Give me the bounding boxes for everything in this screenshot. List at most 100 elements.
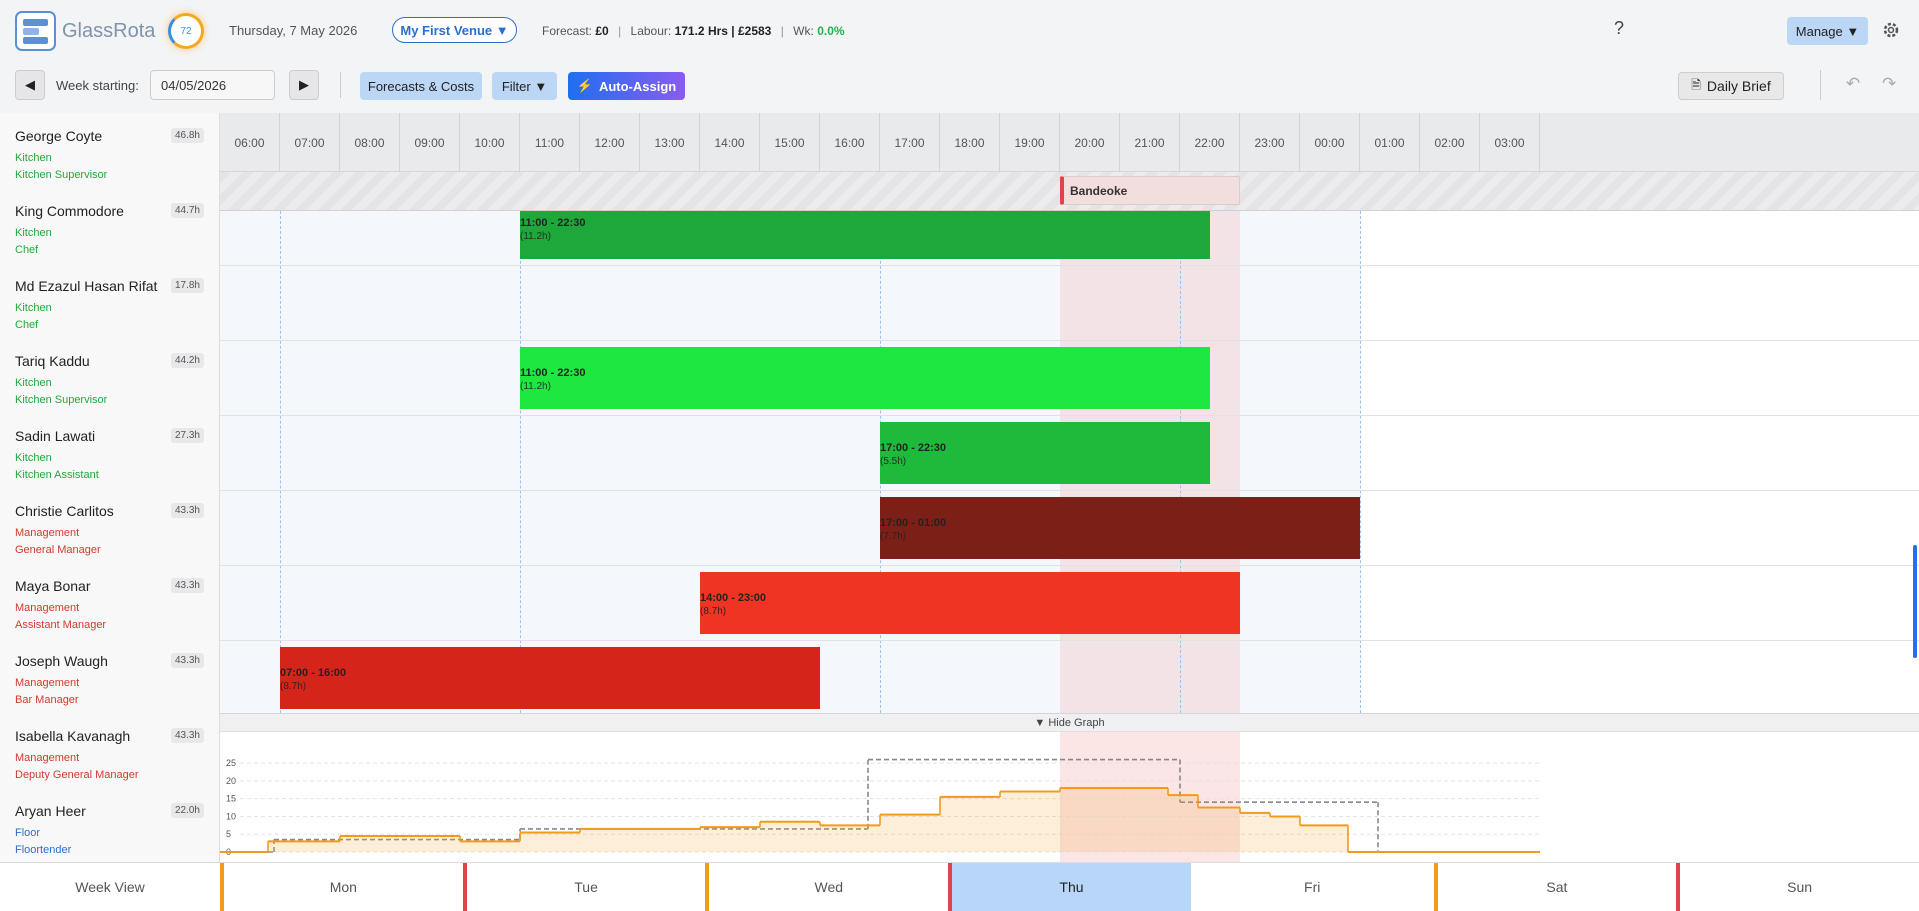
area-step <box>1060 788 1168 852</box>
hour-label: 08:00 <box>340 113 400 172</box>
staffing-graph: 0510152025 <box>220 732 1540 862</box>
employee-department: Floor <box>15 827 41 839</box>
shift-time: 11:00 - 22:30 <box>520 217 586 229</box>
redo[interactable]: ↷ <box>1882 74 1897 93</box>
area-step <box>460 841 520 852</box>
event[interactable]: Bandeoke <box>1060 176 1240 205</box>
employee-row[interactable]: George Coyte 46.8h Kitchen Kitchen Supervis… <box>0 122 219 197</box>
shift[interactable]: 17:00 - 22:30 (5.5h) <box>880 422 1210 484</box>
hour-label: 20:00 <box>1060 113 1120 172</box>
nav-item[interactable]: Fri <box>1304 879 1321 895</box>
employee-row[interactable]: Maya Bonar 43.3h Management Assistant Manag… <box>0 572 219 647</box>
labour-label: Labour: <box>630 24 672 38</box>
employee-name: Aryan Heer <box>15 803 86 819</box>
employee-row[interactable]: Joseph Waugh 43.3h Management Bar Manager <box>0 647 219 722</box>
row-separator <box>220 340 1919 341</box>
shift-time: 11:00 - 22:30 <box>520 367 586 379</box>
hour-label: 16:00 <box>820 113 880 172</box>
week-input[interactable]: 04/05/2026 <box>150 70 275 100</box>
employee-role: Deputy General Manager <box>15 769 139 781</box>
week-label: Week starting: <box>56 78 139 93</box>
area-step <box>520 832 580 852</box>
prev-week[interactable]: ◀ <box>15 70 45 100</box>
employee-name: Isabella Kavanagh <box>15 728 131 744</box>
employee-role: Chef <box>15 319 39 331</box>
hour-label: 23:00 <box>1240 113 1300 172</box>
nav-item[interactable]: Wed <box>705 863 948 911</box>
nav-item[interactable]: Sun <box>1676 863 1919 911</box>
employee-department: Kitchen <box>15 227 52 239</box>
area-step <box>820 825 880 852</box>
manage-button[interactable]: Manage ▼ <box>1787 17 1868 45</box>
row-separator <box>220 265 1919 266</box>
area-step <box>1198 807 1240 852</box>
hour-label: 22:00 <box>1180 113 1240 172</box>
hour-label: 15:00 <box>760 113 820 172</box>
shift[interactable]: 17:00 - 01:00 (7.7h) <box>880 497 1360 559</box>
shift[interactable]: 11:00 - 22:30 (11.2h) <box>520 211 1210 259</box>
employee-row[interactable]: Tariq Kaddu 44.2h Kitchen Kitchen Superviso… <box>0 347 219 422</box>
employee-row[interactable]: King Commodore 44.7h Kitchen Chef <box>0 197 219 272</box>
employee-name: Md Ezazul Hasan Rifat <box>15 278 158 294</box>
employee-role: Bar Manager <box>15 694 79 706</box>
employee-row[interactable]: Christie Carlitos 43.3h Management General … <box>0 497 219 572</box>
daily-brief-label: Daily Brief <box>1706 78 1771 94</box>
hour-label: 12:00 <box>580 113 640 172</box>
hour-label: 18:00 <box>940 113 1000 172</box>
next-week[interactable]: ▶ <box>289 70 319 100</box>
settings-icon[interactable] <box>1881 20 1901 40</box>
employee-row[interactable]: Isabella Kavanagh 43.3h Management Deputy G… <box>0 722 219 797</box>
employee-hours: 44.2h <box>170 353 204 368</box>
filter-button[interactable]: Filter ▼ <box>492 72 557 100</box>
daily-brief-button[interactable]: 🗎 Daily Brief <box>1678 72 1784 100</box>
undo[interactable]: ↶ <box>1846 74 1861 93</box>
auto-assign-button[interactable]: ⚡ Auto-Assign <box>568 72 685 100</box>
graph-toggle[interactable]: ▼ Hide Graph <box>220 713 1919 732</box>
hour-label: 02:00 <box>1420 113 1480 172</box>
area-step <box>1168 795 1198 852</box>
nav-item[interactable]: Mon <box>220 863 463 911</box>
area-step <box>1300 825 1348 852</box>
hour-label: 09:00 <box>400 113 460 172</box>
employee-row[interactable]: Aryan Heer 22.0h Floor Floortender <box>0 797 219 862</box>
row-separator <box>220 490 1919 491</box>
row-separator <box>220 640 1919 641</box>
area-step <box>700 827 760 852</box>
auto-assign-label: Auto-Assign <box>598 78 677 94</box>
employee-hours: 17.8h <box>170 278 204 293</box>
y-tick-label: 25 <box>226 758 236 768</box>
nav-item[interactable]: Week View <box>75 879 145 895</box>
hour-label: 11:00 <box>520 113 580 172</box>
employee-row[interactable]: Md Ezazul Hasan Rifat 17.8h Kitchen Chef <box>0 272 219 347</box>
employee-name: Maya Bonar <box>15 578 91 594</box>
employee-department: Kitchen <box>15 377 52 389</box>
employee-department: Kitchen <box>15 452 52 464</box>
employee-department: Kitchen <box>15 302 52 314</box>
forecasts-button[interactable]: Forecasts & Costs <box>360 72 482 100</box>
wk-label: Wk: <box>793 24 814 38</box>
nav-item[interactable]: Thu <box>948 863 1191 911</box>
shift-duration: (11.2h) <box>520 381 551 392</box>
employee-row[interactable]: Sadin Lawati 27.3h Kitchen Kitchen Assistan… <box>0 422 219 497</box>
row-separator <box>220 415 1919 416</box>
shift[interactable]: 14:00 - 23:00 (8.7h) <box>700 572 1240 634</box>
hour-label: 17:00 <box>880 113 940 172</box>
separator: | <box>618 24 622 38</box>
employee-hours: 43.3h <box>170 653 204 668</box>
employee-list: George Coyte 46.8h Kitchen Kitchen Supervis… <box>0 113 220 862</box>
logo <box>15 11 56 51</box>
hour-label: 03:00 <box>1480 113 1540 172</box>
divider <box>340 72 341 98</box>
nav-item[interactable]: Sat <box>1433 863 1677 911</box>
venue-button[interactable]: My First Venue ▼ <box>392 17 517 43</box>
help-button[interactable]: ? <box>1614 18 1625 38</box>
y-tick-label: 15 <box>226 794 236 804</box>
employee-department: Kitchen <box>15 152 52 164</box>
shift[interactable]: 07:00 - 16:00 (8.7h) <box>280 647 820 709</box>
area-step <box>940 796 1000 852</box>
score-badge[interactable]: 72 <box>168 13 204 49</box>
nav-item[interactable]: Tue <box>462 863 706 911</box>
shift[interactable]: 11:00 - 22:30 (11.2h) <box>520 347 1210 409</box>
brand: GlassRota <box>62 20 156 42</box>
area-step <box>1270 816 1300 852</box>
